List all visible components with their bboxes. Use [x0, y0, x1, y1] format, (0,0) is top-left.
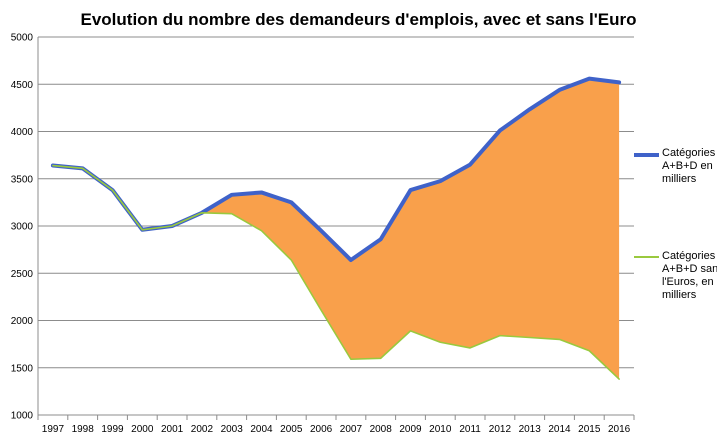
x-tick-label: 1997 — [42, 424, 65, 435]
difference-area — [52, 78, 620, 380]
x-tick-label: 2015 — [578, 424, 601, 435]
x-tick-label: 2012 — [489, 424, 512, 435]
legend-swatch-green — [634, 256, 659, 258]
x-tick-label: 2003 — [221, 424, 244, 435]
x-tick-label: 1999 — [101, 424, 124, 435]
x-axis-ticks: 1997 1998 1999 2000 2001 2002 2003 2004 2005 2006… — [37, 415, 635, 435]
legend-label-series-1: Catégories A+B+D en milliers — [662, 147, 716, 185]
x-tick-label: 2008 — [370, 424, 393, 435]
y-tick-label: 1500 — [11, 363, 34, 374]
y-axis-ticks: 1000 1500 2000 2500 3000 3500 4000 4500 5000 — [11, 33, 34, 422]
x-tick-label: 1998 — [72, 424, 95, 435]
y-tick-label: 2000 — [11, 316, 34, 327]
y-tick-label: 2500 — [11, 269, 34, 280]
x-tick-label: 2011 — [459, 424, 481, 435]
chart-title: Evolution du nombre des demandeurs d'emp… — [80, 10, 637, 29]
x-tick-label: 2010 — [429, 424, 452, 435]
legend-swatch-blue — [634, 153, 659, 157]
series-line-without-euro — [52, 164, 620, 380]
legend-item-series-1: Catégories A+B+D en milliers — [634, 147, 716, 192]
y-tick-label: 4000 — [11, 127, 34, 138]
x-tick-label: 2000 — [131, 424, 154, 435]
y-tick-label: 3500 — [11, 174, 34, 185]
x-tick-label: 2014 — [548, 424, 571, 435]
x-tick-label: 2013 — [519, 424, 542, 435]
x-tick-label: 2016 — [608, 424, 631, 435]
x-tick-label: 2004 — [250, 424, 273, 435]
series-lines — [50, 76, 622, 380]
difference-area-fill — [52, 78, 620, 380]
x-tick-label: 2006 — [310, 424, 333, 435]
y-tick-label: 4500 — [11, 80, 34, 91]
y-tick-label: 5000 — [11, 33, 34, 44]
x-tick-label: 2002 — [191, 424, 214, 435]
legend-item-series-2: Catégories A+B+D sans l'Euros, en millie… — [634, 250, 717, 320]
x-tick-label: 2007 — [340, 424, 363, 435]
x-tick-label: 2005 — [280, 424, 303, 435]
legend-label-series-2: Catégories A+B+D sans l'Euros, en millie… — [662, 250, 717, 301]
y-tick-label: 1000 — [11, 411, 34, 422]
y-tick-label: 3000 — [11, 222, 34, 233]
x-tick-label: 2009 — [399, 424, 422, 435]
x-tick-label: 2001 — [161, 424, 184, 435]
